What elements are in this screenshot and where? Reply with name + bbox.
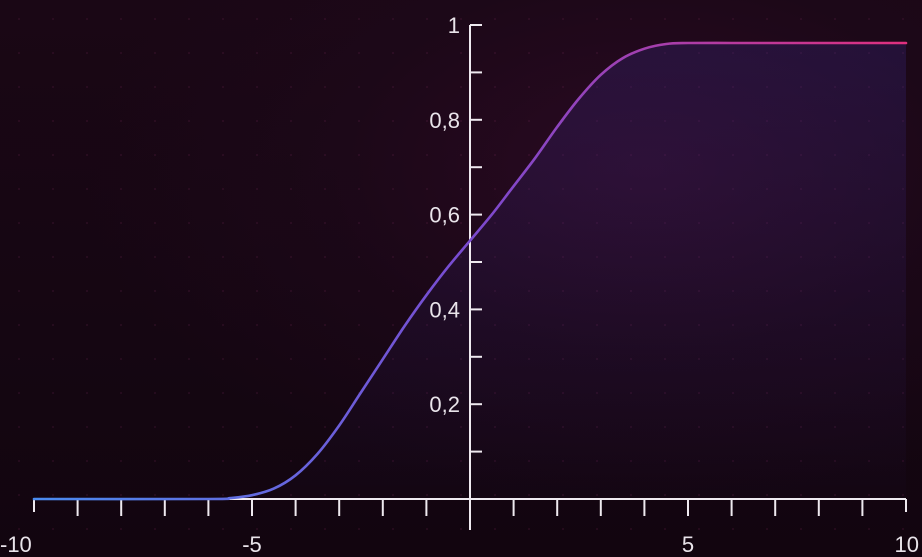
y-tick-label: 0,8 — [429, 108, 460, 133]
x-tick-label: -5 — [242, 532, 262, 557]
series-line-layer — [32, 41, 908, 501]
series-line — [32, 41, 908, 501]
y-tick-label: 1 — [448, 13, 460, 38]
y-tick-label: 0,2 — [429, 392, 460, 417]
y-tick-label: 0,4 — [429, 297, 460, 322]
y-tick-label: 0,6 — [429, 203, 460, 228]
tick-labels-layer: -10 -5 5 10 0,2 0,4 0,6 0,8 1 — [0, 13, 919, 557]
x-tick-label: 5 — [682, 532, 694, 557]
x-tick-label: -10 — [0, 532, 32, 557]
x-tick-label: 10 — [895, 532, 919, 557]
